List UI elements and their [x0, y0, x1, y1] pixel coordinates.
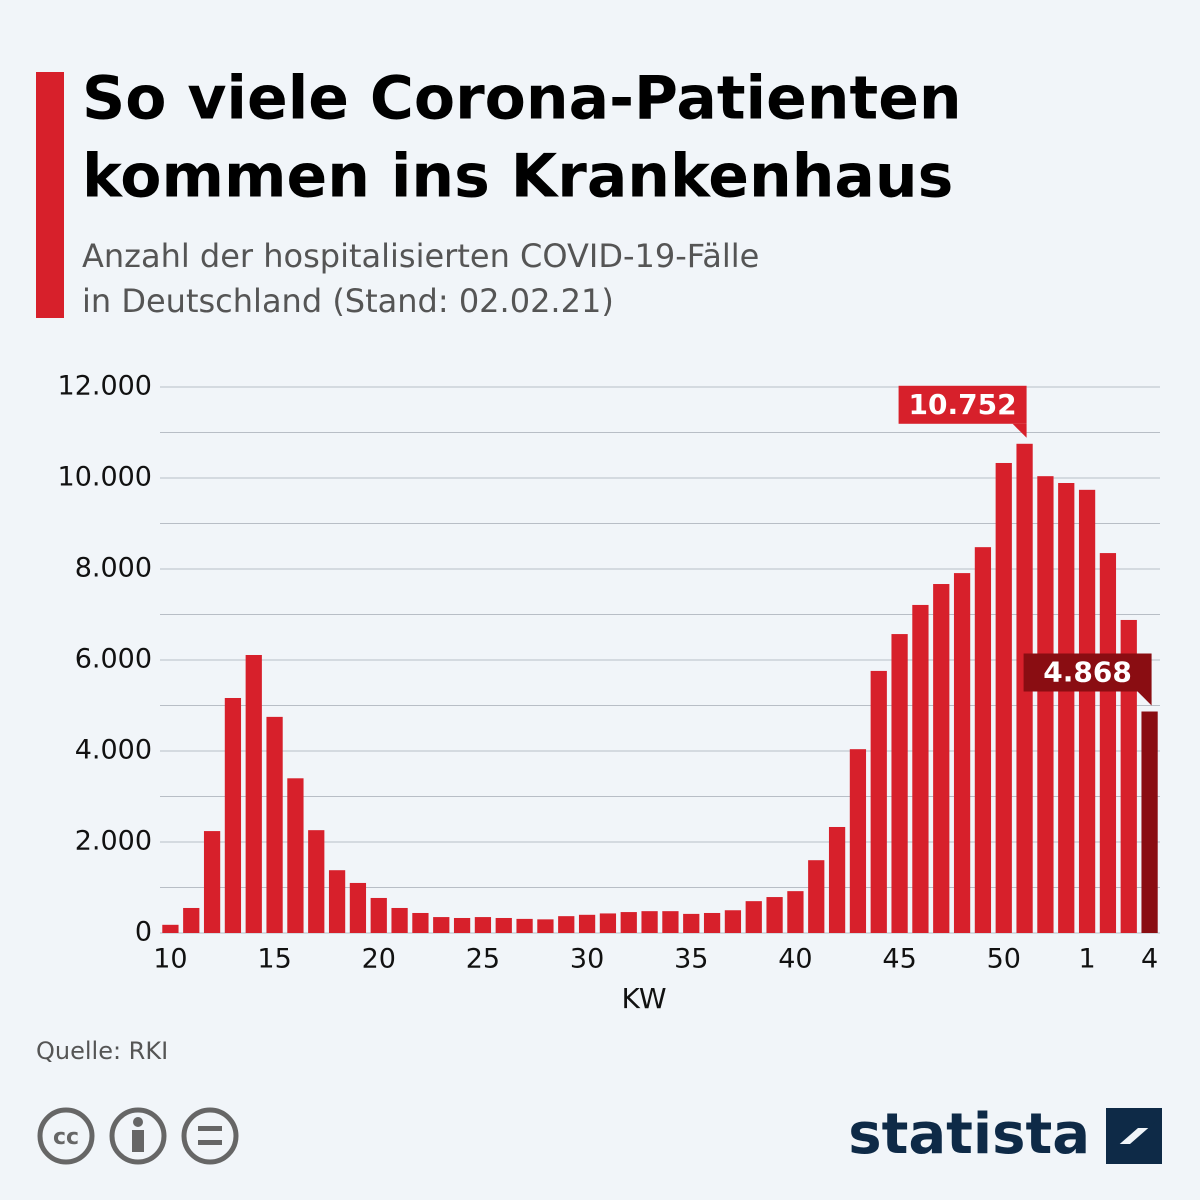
value-label-pointer	[1012, 423, 1027, 438]
bar	[953, 573, 971, 933]
x-tick-label: 15	[257, 944, 291, 975]
bar	[683, 913, 700, 933]
x-tick-label: 40	[778, 944, 812, 975]
bar	[1141, 711, 1158, 933]
bar	[891, 634, 908, 933]
x-tick-label: 25	[466, 944, 500, 975]
bar	[370, 897, 387, 933]
svg-text:cc: cc	[53, 1125, 79, 1150]
bar	[266, 716, 283, 933]
chart-subtitle: Anzahl der hospitalisierten COVID-19-Fäl…	[82, 237, 759, 275]
bar	[662, 911, 679, 933]
x-tick-label: 1	[1078, 944, 1095, 975]
bar	[287, 778, 304, 933]
value-label-pointer	[1137, 691, 1152, 706]
y-tick-label: 10.000	[58, 462, 152, 493]
bar	[495, 917, 512, 933]
x-tick-label: 50	[987, 944, 1021, 975]
bar	[558, 916, 575, 933]
bar	[599, 913, 617, 933]
bar	[787, 891, 804, 933]
bar	[203, 831, 221, 933]
bar	[183, 907, 200, 933]
x-tick-label: 10	[153, 944, 187, 975]
license-icons: cc	[37, 1107, 239, 1165]
bar	[745, 901, 762, 933]
bar	[870, 670, 887, 933]
bar	[391, 907, 408, 933]
y-tick-label: 12.000	[58, 371, 152, 402]
bar	[974, 547, 992, 933]
x-tick-label: 35	[674, 944, 708, 975]
value-label-box	[898, 385, 1027, 424]
bar	[412, 912, 429, 933]
bar	[808, 860, 825, 933]
x-tick-label: 4	[1141, 944, 1158, 975]
bar	[224, 697, 242, 933]
y-tick-label: 8.000	[75, 553, 152, 584]
bar	[328, 870, 346, 933]
accent-bar	[36, 72, 64, 318]
bar	[1058, 483, 1075, 933]
bar	[308, 830, 325, 933]
bar	[516, 918, 533, 933]
value-label: 4.868	[1043, 656, 1132, 689]
bar	[578, 914, 596, 933]
chart-title: So viele Corona-Patienten	[82, 64, 962, 134]
bar	[995, 462, 1012, 933]
bar	[453, 917, 471, 933]
y-tick-label: 0	[135, 917, 152, 948]
bar	[1099, 553, 1117, 933]
bar	[1037, 476, 1054, 933]
value-label-box	[1023, 653, 1152, 692]
source: Quelle: RKI	[36, 1037, 168, 1065]
bar	[641, 911, 658, 933]
bar	[828, 826, 846, 933]
chart-subtitle: in Deutschland (Stand: 02.02.21)	[82, 282, 614, 320]
bar	[474, 917, 492, 933]
bar	[620, 912, 637, 933]
bar	[537, 919, 554, 933]
bar	[724, 910, 742, 933]
bar	[912, 604, 929, 933]
bar	[1078, 489, 1096, 933]
bar	[349, 882, 367, 933]
y-tick-label: 2.000	[75, 826, 152, 857]
bar	[245, 654, 262, 933]
x-axis-label: KW	[621, 982, 666, 1015]
bar	[162, 924, 179, 933]
bar	[933, 584, 950, 933]
brand-logo: statista	[848, 1102, 1090, 1167]
value-label: 10.752	[909, 388, 1017, 421]
bar	[703, 912, 721, 933]
brand-icon	[1106, 1108, 1162, 1164]
y-tick-label: 4.000	[75, 735, 152, 766]
y-tick-label: 6.000	[75, 644, 152, 675]
x-tick-label: 45	[882, 944, 916, 975]
chart-title: kommen ins Krankenhaus	[82, 142, 953, 212]
bar	[1120, 619, 1137, 933]
x-tick-label: 30	[570, 944, 604, 975]
x-tick-label: 20	[362, 944, 396, 975]
bar	[849, 749, 867, 933]
bar	[433, 917, 450, 933]
bar	[766, 897, 783, 933]
